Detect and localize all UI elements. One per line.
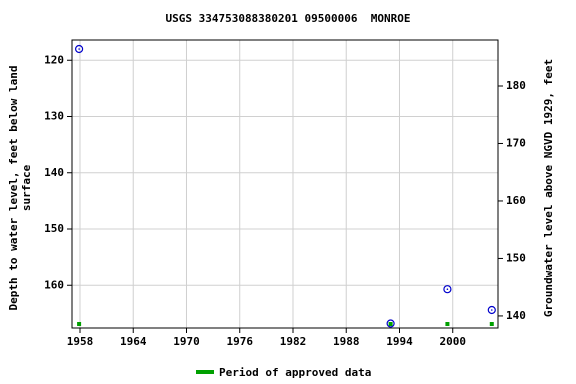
x-tick-label: 1982 [280, 335, 307, 348]
y2-tick-label: 150 [506, 251, 526, 264]
y2-axis-label: Groundwater level above NGVD 1929, feet [542, 59, 555, 317]
data-point-center [78, 48, 80, 50]
data-point [487, 305, 496, 315]
legend-label: Period of approved data [219, 366, 371, 379]
y2-tick-label: 160 [506, 194, 526, 207]
x-tick-label: 1988 [333, 335, 360, 348]
approved-period [77, 322, 82, 326]
plot-frame [71, 39, 499, 329]
x-tick-label: 1958 [67, 335, 94, 348]
x-tick-label: 2000 [439, 335, 466, 348]
data-point [386, 319, 395, 328]
x-tick-label: 1970 [173, 335, 200, 348]
approved-period [388, 322, 393, 326]
approved-period [489, 322, 494, 326]
x-tick-label: 1976 [226, 335, 253, 348]
y-axis-label: surface [20, 164, 33, 211]
y2-tick-label: 170 [506, 136, 526, 149]
y-tick-label: 120 [44, 53, 64, 66]
chart-title: USGS 334753088380201 09500006 MONROE [165, 12, 410, 25]
y2-tick-label: 140 [506, 309, 526, 322]
y-tick-label: 150 [44, 222, 64, 235]
x-tick-label: 1964 [120, 335, 147, 348]
y-tick-label: 130 [44, 110, 64, 123]
data-point-center [446, 288, 449, 290]
data-point-center [490, 309, 493, 311]
data-point [74, 44, 84, 54]
y-tick-label: 140 [44, 166, 64, 179]
data-point [443, 285, 452, 294]
y-axis-label: Depth to water level, feet below land [7, 65, 20, 310]
approved-period [445, 322, 450, 326]
x-tick-label: 1994 [386, 335, 413, 348]
y-tick-label: 160 [44, 278, 64, 291]
y2-tick-label: 180 [506, 79, 526, 92]
